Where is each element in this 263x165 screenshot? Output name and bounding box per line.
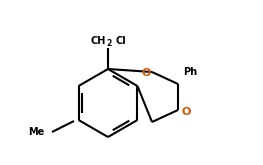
Text: Me: Me: [28, 127, 44, 137]
Text: CH: CH: [91, 36, 106, 46]
Text: 2: 2: [106, 39, 111, 48]
Text: Cl: Cl: [116, 36, 127, 46]
Text: Ph: Ph: [183, 67, 197, 77]
Text: O: O: [181, 107, 190, 117]
Text: O: O: [141, 68, 151, 78]
